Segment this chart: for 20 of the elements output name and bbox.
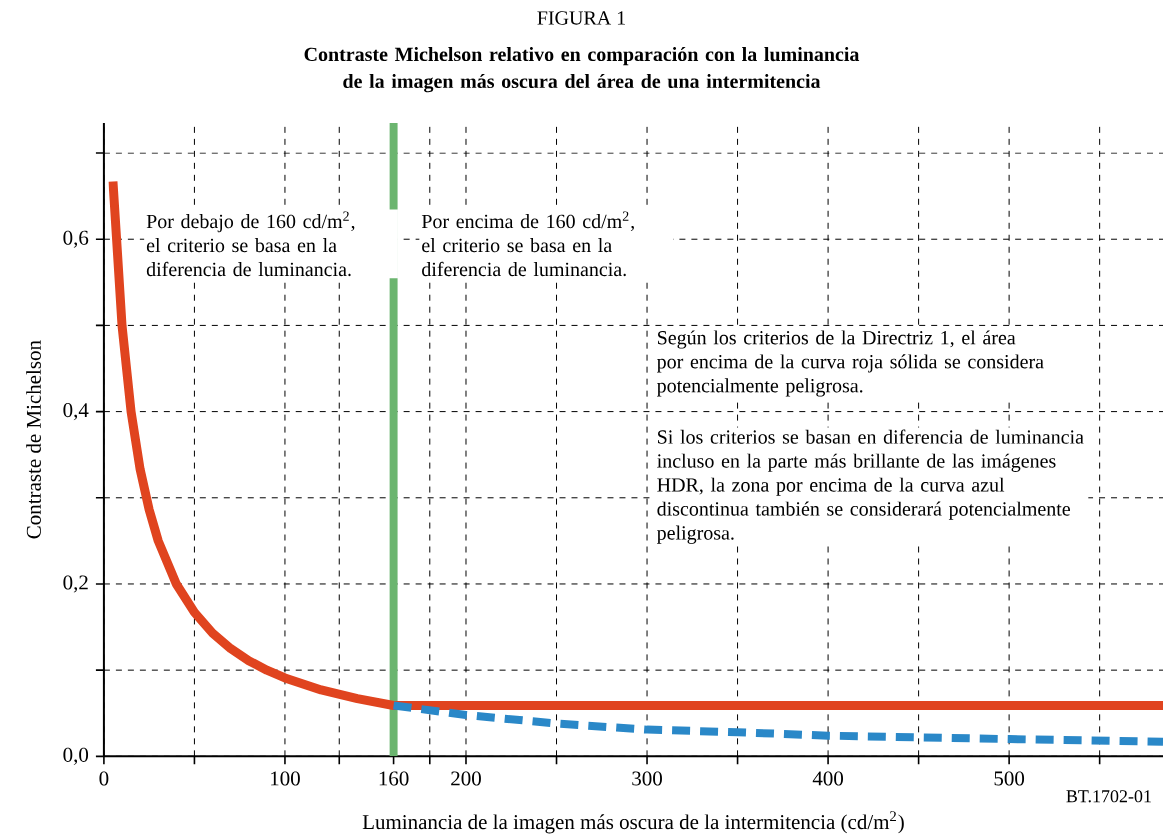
x-tick-label: 400	[812, 771, 844, 786]
y-tick-label: 0,4	[63, 402, 89, 421]
text: BT.1702-01	[1066, 790, 1151, 803]
annotation: Según los criterios de la Directriz 1, el área por encima de la curva roja sólida se considera potencialmente peligrosa.	[656, 330, 1044, 397]
annotation: Por debajo de 160 cd/m$^{2}$, el criterio se basa en la diferencia de luminancia.	[146, 211, 355, 277]
y-tick-label: 0,6	[63, 230, 89, 248]
y-tick-label: 0,0	[63, 747, 89, 765]
annotation: Si los criterios se basan en diferencia de luminancia incluso en la parte más brillante de las imágenes HDR, la zona por encima de la curva azul discontinua también se considerará potencialmente peligrosa.	[656, 429, 1084, 544]
x-tick-label: 160	[379, 771, 409, 786]
x-tick-label: 0	[99, 771, 109, 786]
x-tick-label: 300	[632, 771, 662, 786]
chart-subtitle: Contraste Michelson relativo en comparación con la luminancia de la imagen más oscura del área de una intermitencia	[304, 46, 860, 93]
x-axis-title: Luminancia de la imagen más oscura de la intermitencia (cd/m$^{2}$)	[362, 811, 904, 834]
x-tick-label: 200	[451, 771, 481, 786]
annotation: Por encima de 160 cd/m$^{2}$, el criterio se basa en la diferencia de luminancia.	[421, 211, 634, 277]
y-axis-title: Contraste de Michelson	[26, 340, 41, 539]
x-tick-label: 500	[994, 771, 1025, 786]
y-tick-label: 0,2	[63, 575, 88, 593]
chart-title: FIGURA 1	[537, 11, 625, 25]
x-tick-label: 100	[271, 771, 300, 786]
